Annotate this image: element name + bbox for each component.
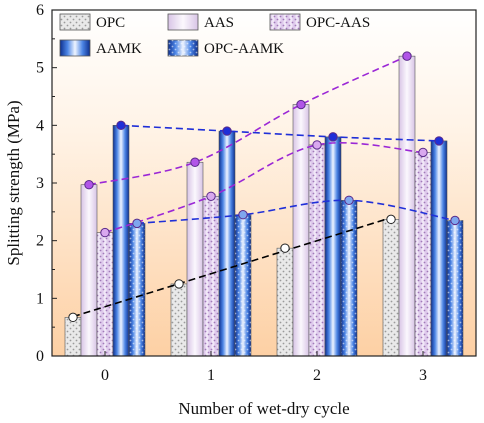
legend-swatch-aas (167, 13, 199, 31)
bar-opc-0 (64, 317, 82, 357)
bar-aas-1 (186, 161, 204, 357)
bar-dots-opc-aamk-1 (235, 214, 251, 356)
y-axis: 0 1 2 3 4 5 6 (36, 2, 57, 365)
marker-aamk-2 (328, 132, 338, 142)
x-tick-label-3: 3 (419, 367, 427, 384)
marker-opc-0 (68, 312, 78, 323)
marker-opc-aamk-2 (344, 195, 354, 206)
bar-aamk-0 (112, 125, 130, 357)
y-tick-label-5: 5 (36, 60, 44, 77)
bars (64, 55, 464, 357)
legend-label-opc-aas: OPC-AAS (306, 15, 370, 31)
bar-opc-aas-2 (308, 144, 326, 357)
bar-aas-0 (80, 184, 98, 357)
bar-opc-aas-3 (414, 152, 432, 357)
marker-opc-3 (386, 214, 396, 225)
y-tick-label-4: 4 (36, 117, 44, 134)
marker-opc-aas-2 (312, 140, 322, 150)
legend-swatch-opc-aas (269, 13, 301, 31)
bar-aamk-2 (324, 136, 342, 357)
trend-line-opc-aas (104, 142, 424, 234)
bar-opc-1 (170, 283, 188, 357)
marker-opc-aas-1 (206, 191, 216, 201)
x-tick-label-1: 1 (207, 367, 215, 384)
legend-swatch-opc (59, 13, 91, 31)
trend-line-opc (72, 216, 392, 318)
marker-aamk-1 (222, 126, 232, 136)
bar-aas-3 (398, 55, 416, 357)
marker-aas-0 (84, 180, 94, 190)
trend-line-opc-aamk (136, 199, 456, 225)
legend: OPC AAS OPC-AAS AAMK OPC-AAMK (59, 13, 370, 57)
legend-label-opc: OPC (96, 15, 125, 31)
bar-aas-2 (292, 104, 310, 357)
bar-opc-3 (382, 219, 400, 357)
y-tick-label-3: 3 (36, 175, 44, 192)
marker-opc-aamk-0 (132, 218, 142, 229)
marker-opc-aamk-1 (238, 210, 248, 220)
marker-aamk-3 (434, 136, 444, 146)
x-axis: 0 1 2 3 (101, 351, 427, 384)
trend-line-aas (88, 55, 408, 186)
x-tick-label-0: 0 (101, 367, 109, 384)
legend-swatch-dots-opc-aamk (168, 40, 198, 56)
y-tick-label-2: 2 (36, 233, 44, 250)
marker-opc-aas-0 (100, 227, 110, 238)
y-axis-title: Splitting strength (MPa) (4, 100, 23, 265)
x-axis-title: Number of wet-dry cycle (178, 399, 349, 418)
trend-line-aamk (120, 124, 440, 142)
markers (68, 51, 460, 323)
legend-label-opc-aamk: OPC-AAMK (204, 41, 284, 57)
y-tick-label-1: 1 (36, 290, 44, 307)
bar-dots-opc-aamk-3 (447, 220, 463, 356)
marker-opc-aamk-3 (450, 215, 460, 226)
marker-opc-2 (280, 243, 290, 253)
legend-swatch-aamk (59, 39, 91, 57)
bar-dots-opc-aamk-0 (129, 223, 145, 356)
bar-dots-opc-aamk-2 (341, 200, 357, 356)
legend-label-aas: AAS (204, 15, 234, 31)
bar-aamk-1 (218, 130, 236, 357)
marker-aas-2 (296, 99, 306, 110)
y-tick-label-0: 0 (36, 348, 44, 365)
marker-opc-1 (174, 279, 184, 289)
marker-aamk-0 (116, 120, 126, 131)
x-tick-label-2: 2 (313, 367, 321, 384)
marker-aas-1 (190, 157, 200, 167)
y-tick-label-6: 6 (36, 2, 44, 19)
bar-aamk-3 (430, 140, 448, 357)
marker-opc-aas-3 (418, 147, 428, 158)
bar-opc-2 (276, 247, 294, 357)
bar-opc-aas-0 (96, 232, 114, 357)
marker-aas-3 (402, 51, 412, 61)
trend-lines (72, 55, 456, 318)
legend-label-aamk: AAMK (96, 41, 142, 57)
